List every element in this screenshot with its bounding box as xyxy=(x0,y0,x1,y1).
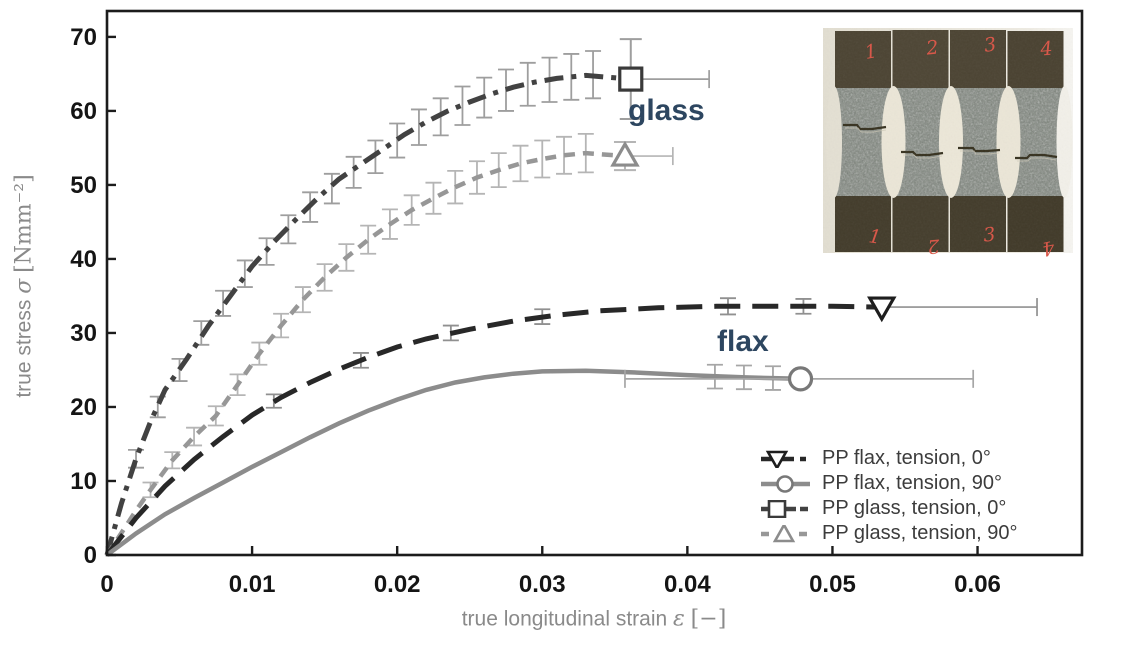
x-tick-label: 0.02 xyxy=(374,571,421,598)
glass_0-curve xyxy=(104,72,632,556)
x-axis-label-words: true longitudinal strain xyxy=(461,607,668,631)
legend: PP flax, tension, 0° PP flax, tension, 9… xyxy=(760,446,1018,546)
y-tick-label: 70 xyxy=(70,24,97,51)
x-tick-label: 0 xyxy=(100,571,113,598)
x-tick-label: 0.01 xyxy=(229,571,276,598)
glass_0-error-bars xyxy=(128,50,602,469)
legend-item-flax-0: PP flax, tension, 0° xyxy=(760,446,1018,471)
flax_90-end-marker xyxy=(787,366,814,392)
flax_90-error-bars xyxy=(706,363,781,391)
legend-label: PP flax, tension, 90° xyxy=(822,472,1002,494)
plot-frame xyxy=(105,9,1084,557)
annotation-glass: glass xyxy=(628,94,705,127)
flax_90-curve xyxy=(105,368,801,557)
specimen-top-number: 4 xyxy=(1038,38,1053,61)
x-tick-label: 0.03 xyxy=(519,571,566,598)
legend-marker-flax-90 xyxy=(761,474,810,493)
legend-label: PP glass, tension, 0° xyxy=(822,497,1007,519)
y-axis-label-words: true stress xyxy=(12,299,36,398)
glass_90-error-bars xyxy=(142,132,594,499)
glass_90-end-marker xyxy=(610,140,640,167)
specimen-bottom-number: 3 xyxy=(982,223,996,246)
y-tick-label: 0 xyxy=(84,542,97,569)
x-tick-label: 0.05 xyxy=(809,571,856,598)
legend-marker-shape xyxy=(765,450,789,468)
glass_90-curve xyxy=(105,150,626,557)
x-axis-unit: [−] xyxy=(690,606,727,632)
y-axis-unit: [Nmm⁻²] xyxy=(11,174,37,273)
y-tick-label: 50 xyxy=(70,172,97,199)
legend-label: PP glass, tension, 90° xyxy=(822,522,1018,544)
specimen-top-number: 1 xyxy=(863,40,879,64)
x-axis-symbol: ε xyxy=(673,606,685,632)
flax_0-end-error xyxy=(881,298,1038,317)
plot-area: 0 0.01 0.02 0.03 0.04 0.05 0.06 0 10 20 30 40 50 60 70 xyxy=(70,9,1084,598)
legend-marker-flax-0 xyxy=(761,450,806,468)
legend-marker-shape xyxy=(772,524,796,542)
specimen-bottom-number: 1 xyxy=(867,225,882,248)
x-tick-label: 0.04 xyxy=(664,571,711,598)
y-axis-label: true stress σ [Nmm⁻²] xyxy=(12,174,37,397)
x-tick-label: 0.06 xyxy=(954,571,1001,598)
y-tick-label: 40 xyxy=(70,246,97,273)
y-tick-label: 60 xyxy=(70,98,97,125)
specimen-bottom-number: 2 xyxy=(927,234,942,257)
axes-frame-group: 0 0.01 0.02 0.03 0.04 0.05 0.06 0 10 20 30 40 50 60 70 xyxy=(70,9,1084,598)
specimen-photo-inset: 1 2 3 4 1 2 3 4 xyxy=(823,28,1073,260)
legend-marker-glass-90 xyxy=(761,524,807,542)
legend-item-glass-90: PP glass, tension, 90° xyxy=(760,521,1018,546)
specimen-bottom-number: 4 xyxy=(1040,236,1057,260)
specimen-number-labels: 1 2 3 4 1 2 3 4 xyxy=(863,33,1057,260)
y-tick-label: 20 xyxy=(70,394,97,421)
legend-label: PP flax, tension, 0° xyxy=(822,447,991,469)
specimen-top-number: 3 xyxy=(983,33,998,56)
legend-item-flax-90: PP flax, tension, 90° xyxy=(760,471,1018,496)
y-tick-label: 30 xyxy=(70,320,97,347)
specimen-top-number: 2 xyxy=(924,36,939,59)
legend-marker-glass-0 xyxy=(761,499,808,518)
y-tick-label: 10 xyxy=(70,468,97,495)
flax_0-curve xyxy=(105,303,882,557)
x-axis-label: true longitudinal strain ε [−] xyxy=(462,607,727,632)
annotation-flax: flax xyxy=(717,325,769,358)
photo-grain xyxy=(823,28,1073,253)
legend-marker-shape xyxy=(776,474,794,493)
y-axis-symbol: σ xyxy=(11,278,37,294)
legend-item-glass-0: PP glass, tension, 0° xyxy=(760,496,1018,521)
legend-marker-shape xyxy=(767,499,787,518)
glass_0-end-marker xyxy=(618,66,644,92)
flax_0-end-marker xyxy=(867,296,897,323)
